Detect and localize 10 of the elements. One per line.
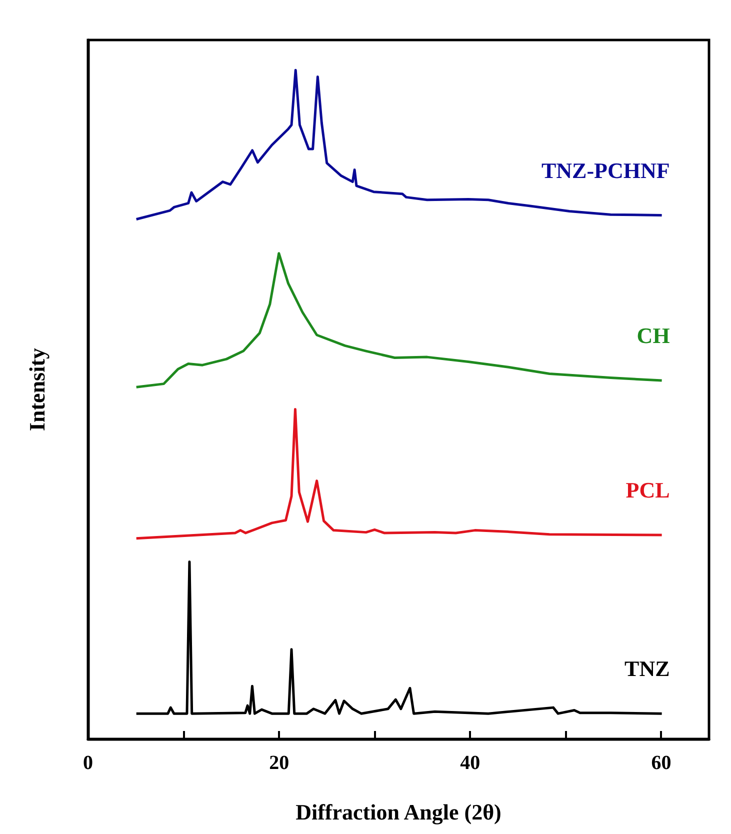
- y-axis-title: Intensity: [24, 348, 50, 432]
- x-tick-label: 40: [460, 752, 480, 774]
- x-tick-label: 60: [651, 752, 672, 774]
- series-label: PCL: [626, 477, 670, 502]
- series-label: TNZ: [624, 656, 670, 682]
- series-label: TNZ-PCHNF: [541, 158, 670, 183]
- x-tick-label: 0: [83, 752, 93, 774]
- series-label: CH: [636, 322, 670, 348]
- x-tick-label: 20: [269, 752, 290, 774]
- x-axis-title: Diffraction Angle (2θ): [296, 800, 502, 824]
